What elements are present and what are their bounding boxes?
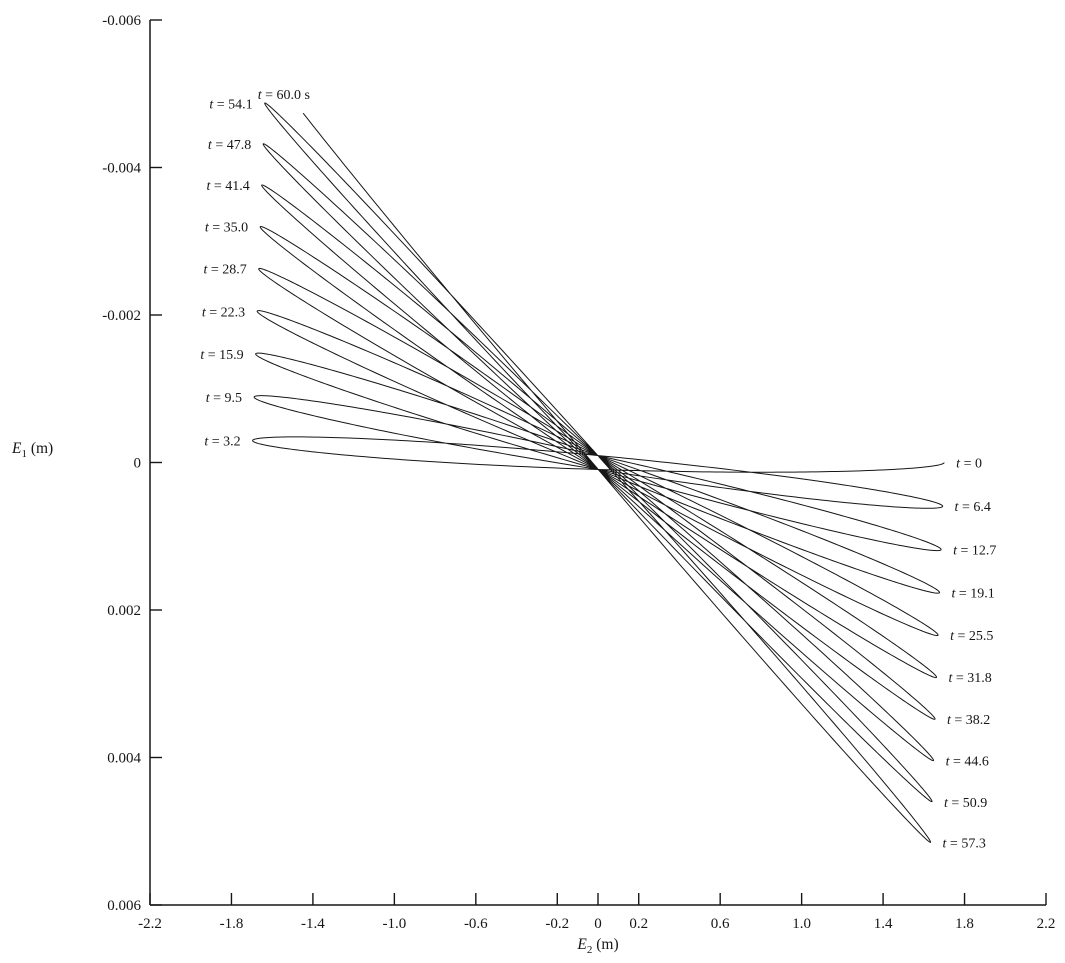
x-axis-units: (m) [592, 936, 619, 953]
time-label-right-8: t = 50.9 [944, 796, 987, 811]
y-tick-label: 0.002 [107, 603, 141, 619]
y-tick-label: -0.002 [102, 308, 141, 324]
y-tick-label: -0.004 [102, 161, 141, 177]
y-axis-units: (m) [26, 440, 54, 457]
x-axis-title: E2 (m) [577, 936, 618, 956]
y-tick-label: 0.006 [107, 898, 141, 914]
y-axis-variable: E [12, 440, 22, 457]
time-label-left-1: t = 9.5 [206, 391, 242, 406]
x-axis-variable: E [577, 936, 587, 953]
x-tick-label: -2.2 [138, 916, 162, 932]
time-label-trace-end: t = 60.0 s [258, 88, 310, 103]
time-label-left-6: t = 41.4 [206, 179, 249, 194]
time-label-right-2: t = 12.7 [953, 544, 996, 559]
x-tick-label: -0.2 [545, 916, 569, 932]
x-tick-label: -1.8 [220, 916, 244, 932]
x-tick-label: 2.2 [1037, 916, 1056, 932]
trajectory-trace [252, 102, 945, 843]
x-axis-subscript: 2 [586, 944, 593, 957]
time-label-right-9: t = 57.3 [943, 836, 986, 851]
x-tick-label: 0.2 [629, 916, 648, 932]
y-tick-label: -0.006 [102, 13, 141, 29]
y-axis-title: E1 (m) [12, 440, 53, 460]
time-label-left-4: t = 28.7 [203, 263, 246, 278]
time-label-left-2: t = 15.9 [200, 348, 243, 363]
x-tick-label: -1.0 [382, 916, 406, 932]
time-label-right-6: t = 38.2 [947, 713, 990, 728]
x-tick-label: 0 [594, 916, 602, 932]
time-label-right-4: t = 25.5 [950, 629, 993, 644]
time-label-right-5: t = 31.8 [948, 671, 991, 686]
time-label-left-7: t = 47.8 [208, 138, 251, 153]
time-label-left-8: t = 54.1 [209, 97, 252, 112]
time-label-left-0: t = 3.2 [204, 434, 240, 449]
time-label-right-3: t = 19.1 [951, 586, 994, 601]
x-tick-label: 1.0 [792, 916, 811, 932]
time-label-left-5: t = 35.0 [205, 221, 248, 236]
x-tick-label: -0.6 [464, 916, 488, 932]
x-tick-label: -1.4 [301, 916, 325, 932]
x-tick-label: 1.8 [955, 916, 974, 932]
time-label-right-1: t = 6.4 [955, 500, 991, 515]
y-tick-label: 0 [134, 456, 142, 472]
y-axis-subscript: 1 [21, 448, 27, 461]
time-label-right-7: t = 44.6 [946, 754, 989, 769]
y-tick-label: 0.004 [107, 751, 141, 767]
time-label-right-0: t = 0 [956, 457, 982, 472]
x-tick-label: 0.6 [711, 916, 730, 932]
time-label-left-3: t = 22.3 [202, 305, 245, 320]
x-tick-label: 1.4 [874, 916, 893, 932]
